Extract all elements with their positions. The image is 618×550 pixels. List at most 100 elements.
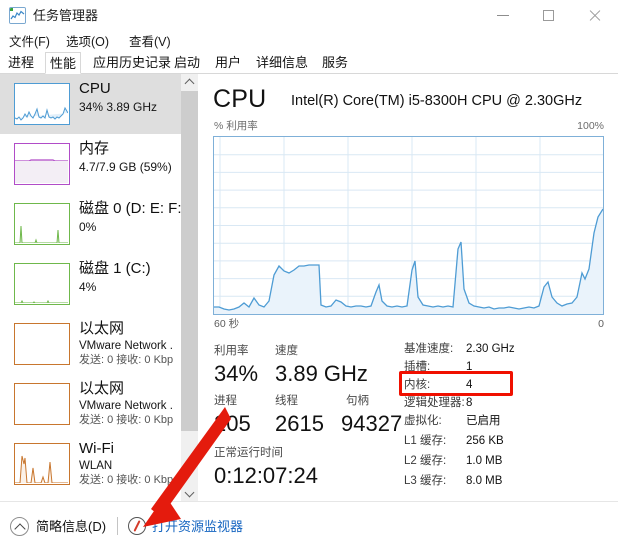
sidebar-item-disk-1[interactable]: 磁盘 1 (C:) 4% [0, 254, 181, 314]
tab-users[interactable]: 用户 [215, 55, 242, 70]
maximize-button[interactable] [526, 0, 572, 30]
disk0-thumbnail-graph [14, 203, 70, 245]
detail-value-logical-processors: 8 [466, 397, 473, 409]
minimize-button[interactable] [480, 0, 526, 30]
menu-item-options[interactable]: 选项(O) [66, 35, 110, 49]
sidebar-item-partial[interactable] [0, 494, 181, 501]
detail-value-sockets: 1 [466, 361, 473, 373]
detail-label-l2-cache: L2 缓存: [404, 455, 447, 467]
tab-processes[interactable]: 进程 [8, 55, 35, 70]
graph-x-axis-start-label: 60 秒 [214, 318, 240, 330]
page-title: CPU [213, 85, 267, 113]
tab-underline [0, 73, 618, 74]
detail-label-l1-cache: L1 缓存: [404, 435, 447, 447]
sidebar-item-wifi[interactable]: Wi-Fi WLAN 发送: 0 接收: 0 Kbp [0, 434, 181, 494]
sidebar-item-sub1: WLAN [79, 460, 113, 472]
sidebar-item-memory[interactable]: 内存 4.7/7.9 GB (59%) [0, 134, 181, 194]
sidebar-item-sub: 4.7/7.9 GB (59%) [79, 160, 172, 174]
stat-label-utilization: 利用率 [214, 345, 249, 357]
sidebar-item-disk-0[interactable]: 磁盘 0 (D: E: F: 0% [0, 194, 181, 254]
cpu-model-label: Intel(R) Core(TM) i5-8300H CPU @ 2.30GHz [291, 93, 583, 109]
cpu-thumbnail-graph [14, 83, 70, 125]
wifi-thumbnail-graph [14, 443, 70, 485]
ethernet1-thumbnail-graph [14, 323, 70, 365]
tab-app-history[interactable]: 应用历史记录 [93, 55, 172, 70]
sidebar-item-title: Wi-Fi [79, 440, 114, 457]
sidebar-item-cpu[interactable]: CPU 34% 3.89 GHz [0, 74, 181, 134]
sidebar-item-title: 磁盘 0 (D: E: F: [79, 200, 181, 217]
tab-services[interactable]: 服务 [322, 55, 349, 70]
minimize-icon [497, 15, 509, 16]
sidebar-item-title: 以太网 [79, 380, 125, 397]
stat-value-processes: 205 [214, 411, 251, 436]
fewer-details-button[interactable]: 简略信息(D) [36, 519, 107, 534]
scrollbar-thumb[interactable] [181, 91, 198, 431]
graph-y-axis-label: % 利用率 [214, 120, 258, 132]
sidebar-item-sub2: 发送: 0 接收: 0 Kbp [79, 354, 174, 366]
chevron-up-circle-icon[interactable] [10, 517, 29, 536]
open-resource-monitor-link[interactable]: 打开资源监视器 [152, 519, 244, 534]
sidebar-item-title: 以太网 [79, 320, 125, 337]
window-title: 任务管理器 [33, 8, 99, 23]
sidebar-item-title: 磁盘 1 (C:) [79, 260, 151, 277]
detail-value-l1-cache: 256 KB [466, 435, 504, 447]
stat-label-uptime: 正常运行时间 [214, 447, 283, 459]
sidebar-item-sub1: VMware Network . [79, 400, 173, 412]
stat-value-uptime: 0:12:07:24 [214, 463, 318, 488]
footer-separator [117, 517, 118, 535]
stat-value-speed: 3.89 GHz [275, 361, 368, 386]
menu-item-file[interactable]: 文件(F) [9, 35, 50, 49]
cpu-detail-panel: CPU Intel(R) Core(TM) i5-8300H CPU @ 2.3… [198, 74, 618, 501]
stat-value-threads: 2615 [275, 411, 324, 436]
detail-value-virtualization: 已启用 [466, 415, 501, 427]
sidebar-item-title: CPU [79, 80, 111, 97]
menu-bar: 文件(F) 选项(O) 查看(V) [0, 32, 618, 52]
scroll-up-button[interactable] [181, 74, 198, 91]
stat-value-utilization: 34% [214, 361, 259, 386]
close-icon [589, 9, 601, 21]
stat-label-threads: 线程 [275, 395, 298, 407]
detail-label-virtualization: 虚拟化: [404, 415, 442, 427]
chevron-down-icon [184, 487, 195, 498]
sidebar-item-sub: 0% [79, 220, 97, 234]
sidebar-item-ethernet-1[interactable]: 以太网 VMware Network . 发送: 0 接收: 0 Kbp [0, 314, 181, 374]
detail-label-l3-cache: L3 缓存: [404, 475, 447, 487]
footer-bar: 简略信息(D) 打开资源监视器 [0, 502, 618, 550]
maximize-icon [543, 10, 554, 21]
footer-divider [0, 501, 618, 502]
task-manager-icon [9, 7, 26, 24]
stat-label-handles: 句柄 [346, 395, 369, 407]
sidebar-item-sub: 4% [79, 280, 97, 294]
tab-details[interactable]: 详细信息 [256, 55, 309, 70]
detail-value-l2-cache: 1.0 MB [466, 455, 503, 467]
graph-y-max-label: 100% [577, 120, 604, 132]
title-bar: 任务管理器 [0, 0, 618, 32]
detail-value-cores: 4 [466, 379, 473, 391]
tab-startup[interactable]: 启动 [174, 55, 201, 70]
stat-value-handles: 94327 [341, 411, 403, 436]
detail-label-cores: 内核: [404, 379, 431, 391]
sidebar-item-sub2: 发送: 0 接收: 0 Kbp [79, 474, 174, 486]
cpu-utilization-graph [213, 136, 604, 315]
stat-label-processes: 进程 [214, 395, 237, 407]
close-button[interactable] [572, 0, 618, 30]
graph-x-axis-end-label: 0 [598, 318, 604, 330]
chevron-up-icon [184, 78, 195, 89]
memory-thumbnail-graph [14, 143, 70, 185]
disk1-thumbnail-graph [14, 263, 70, 305]
menu-item-view[interactable]: 查看(V) [129, 35, 171, 49]
sidebar-item-sub: 34% 3.89 GHz [79, 100, 158, 114]
detail-label-base-speed: 基准速度: [404, 343, 454, 355]
sidebar-scrollbar[interactable] [181, 74, 198, 501]
stat-label-speed: 速度 [275, 345, 298, 357]
sidebar-item-title: 内存 [79, 140, 110, 157]
detail-label-logical-processors: 逻辑处理器: [404, 397, 465, 409]
performance-sidebar: CPU 34% 3.89 GHz 内存 4.7/7.9 GB (59%) 磁盘 … [0, 74, 181, 501]
sidebar-item-ethernet-2[interactable]: 以太网 VMware Network . 发送: 0 接收: 0 Kbp [0, 374, 181, 434]
scroll-down-button[interactable] [181, 484, 198, 501]
resource-monitor-icon [128, 517, 146, 535]
detail-value-base-speed: 2.30 GHz [466, 343, 515, 355]
tab-performance[interactable]: 性能 [45, 52, 82, 74]
tab-strip: 进程 性能 应用历史记录 启动 用户 详细信息 服务 [0, 52, 618, 74]
